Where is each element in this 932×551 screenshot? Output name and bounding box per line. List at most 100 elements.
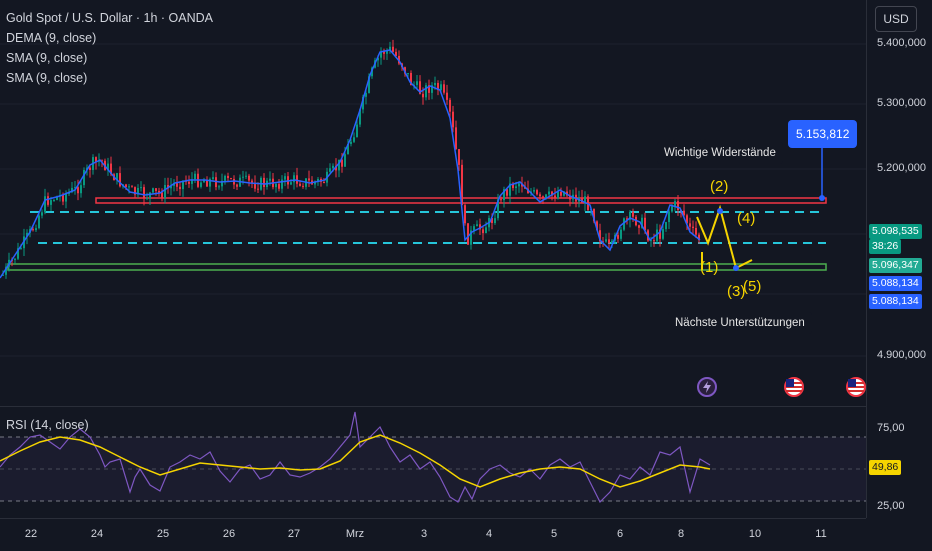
target-price-callout[interactable]: 5.153,812 bbox=[788, 120, 858, 148]
currency-button[interactable]: USD bbox=[875, 6, 917, 32]
price-tick: 5.400,000 bbox=[877, 37, 926, 49]
time-axis[interactable]: 22 24 25 26 27 Mrz 3 4 5 6 8 10 11 bbox=[0, 518, 866, 551]
candle-body bbox=[386, 50, 388, 54]
wave-label-5: (5) bbox=[743, 278, 762, 295]
time-tick: 11 bbox=[815, 528, 827, 540]
candle-body bbox=[548, 191, 550, 195]
candle-body bbox=[209, 178, 211, 187]
candle-body bbox=[275, 183, 277, 188]
price-chart[interactable] bbox=[0, 0, 866, 405]
candle-body bbox=[74, 187, 76, 189]
candle-body bbox=[281, 179, 283, 189]
candle-body bbox=[95, 157, 97, 162]
candle-body bbox=[503, 189, 505, 201]
support-callout[interactable]: Nächste Unterstützungen bbox=[668, 312, 812, 334]
candle-body bbox=[299, 183, 301, 186]
candle-body bbox=[251, 180, 253, 183]
wave-label-1: (1) bbox=[700, 259, 719, 276]
us-flag-event-icon[interactable] bbox=[846, 377, 866, 397]
candle-body bbox=[602, 241, 604, 243]
candle-body bbox=[443, 84, 445, 93]
time-tick: 8 bbox=[677, 528, 685, 540]
candle-body bbox=[290, 182, 292, 185]
sma-price-tag: 5.096,347 bbox=[869, 258, 922, 273]
candle-body bbox=[533, 190, 535, 192]
candle-body bbox=[686, 215, 688, 224]
time-tick: 6 bbox=[616, 528, 624, 540]
candle-body bbox=[689, 223, 691, 227]
candle-body bbox=[569, 195, 571, 200]
candle-body bbox=[71, 187, 73, 193]
candle-body bbox=[20, 248, 22, 250]
sma-price-tag-2: 5.088,134 bbox=[869, 294, 922, 309]
candle-body bbox=[608, 239, 610, 243]
candle-body bbox=[263, 177, 265, 188]
time-tick: 25 bbox=[156, 528, 170, 540]
candle-body bbox=[449, 99, 451, 112]
candle-body bbox=[455, 127, 457, 150]
rsi-ma-line bbox=[0, 434, 711, 488]
rsi-pane[interactable]: RSI (14, close) bbox=[0, 406, 866, 519]
price-tick: 4.900,000 bbox=[877, 349, 926, 361]
candle-body bbox=[359, 109, 361, 125]
candle-body bbox=[500, 199, 502, 201]
candle-body bbox=[671, 206, 673, 212]
candle-body bbox=[236, 184, 238, 187]
candle-body bbox=[368, 76, 370, 93]
candle-body bbox=[623, 218, 625, 230]
candle-body bbox=[380, 51, 382, 58]
candle-body bbox=[599, 230, 601, 242]
candle-body bbox=[461, 164, 463, 206]
candle-body bbox=[698, 234, 700, 241]
candle-body bbox=[77, 187, 79, 194]
candle-body bbox=[344, 154, 346, 167]
candle-body bbox=[47, 196, 49, 205]
candle-body bbox=[188, 181, 190, 184]
main-chart-pane[interactable]: Gold Spot / U.S. Dollar · 1h · OANDA DEM… bbox=[0, 0, 866, 405]
candle-body bbox=[542, 196, 544, 199]
candle-body bbox=[203, 180, 205, 183]
lightning-event-icon[interactable] bbox=[697, 377, 717, 397]
candle-body bbox=[80, 185, 82, 194]
candle-body bbox=[212, 177, 214, 179]
candle-body bbox=[2, 274, 4, 276]
candle-body bbox=[110, 163, 112, 175]
candle-body bbox=[128, 186, 130, 188]
candle-body bbox=[482, 229, 484, 234]
candle-body bbox=[350, 141, 352, 144]
candle-body bbox=[248, 175, 250, 181]
candle-body bbox=[410, 72, 412, 86]
indicator-dema[interactable]: DEMA (9, close) bbox=[6, 31, 97, 45]
indicator-sma-2[interactable]: SMA (9, close) bbox=[6, 71, 88, 85]
price-tick: 5.200,000 bbox=[877, 162, 926, 174]
candle-body bbox=[437, 82, 439, 91]
candle-body bbox=[335, 165, 337, 171]
candle-body bbox=[494, 218, 496, 224]
candle-body bbox=[296, 175, 298, 184]
candle-body bbox=[38, 215, 40, 229]
candle-body bbox=[674, 201, 676, 207]
indicator-sma-1[interactable]: SMA (9, close) bbox=[6, 51, 88, 65]
rsi-tick: 75,00 bbox=[877, 422, 905, 434]
price-axis[interactable]: USD 5.400,000 5.300,000 5.200,000 4.900,… bbox=[866, 0, 932, 518]
candle-body bbox=[332, 165, 334, 169]
candle-body bbox=[218, 186, 220, 188]
candle-body bbox=[170, 185, 172, 189]
candle-body bbox=[515, 186, 517, 189]
us-flag-event-icon[interactable] bbox=[784, 377, 804, 397]
rsi-chart[interactable] bbox=[0, 407, 866, 519]
resistance-callout[interactable]: Wichtige Widerstände bbox=[657, 142, 783, 164]
candle-body bbox=[83, 170, 85, 186]
countdown-tag: 38:26 bbox=[869, 239, 902, 254]
candle-body bbox=[17, 248, 19, 259]
symbol-title[interactable]: Gold Spot / U.S. Dollar · 1h · OANDA bbox=[6, 11, 214, 25]
time-tick: 26 bbox=[222, 528, 236, 540]
candle-body bbox=[140, 187, 142, 189]
candle-body bbox=[407, 72, 409, 74]
rsi-legend[interactable]: RSI (14, close) bbox=[6, 418, 89, 432]
candle-body bbox=[314, 181, 316, 185]
candle-body bbox=[230, 178, 232, 180]
candle-body bbox=[605, 239, 607, 242]
candle-body bbox=[227, 175, 229, 179]
time-tick: 10 bbox=[748, 528, 762, 540]
